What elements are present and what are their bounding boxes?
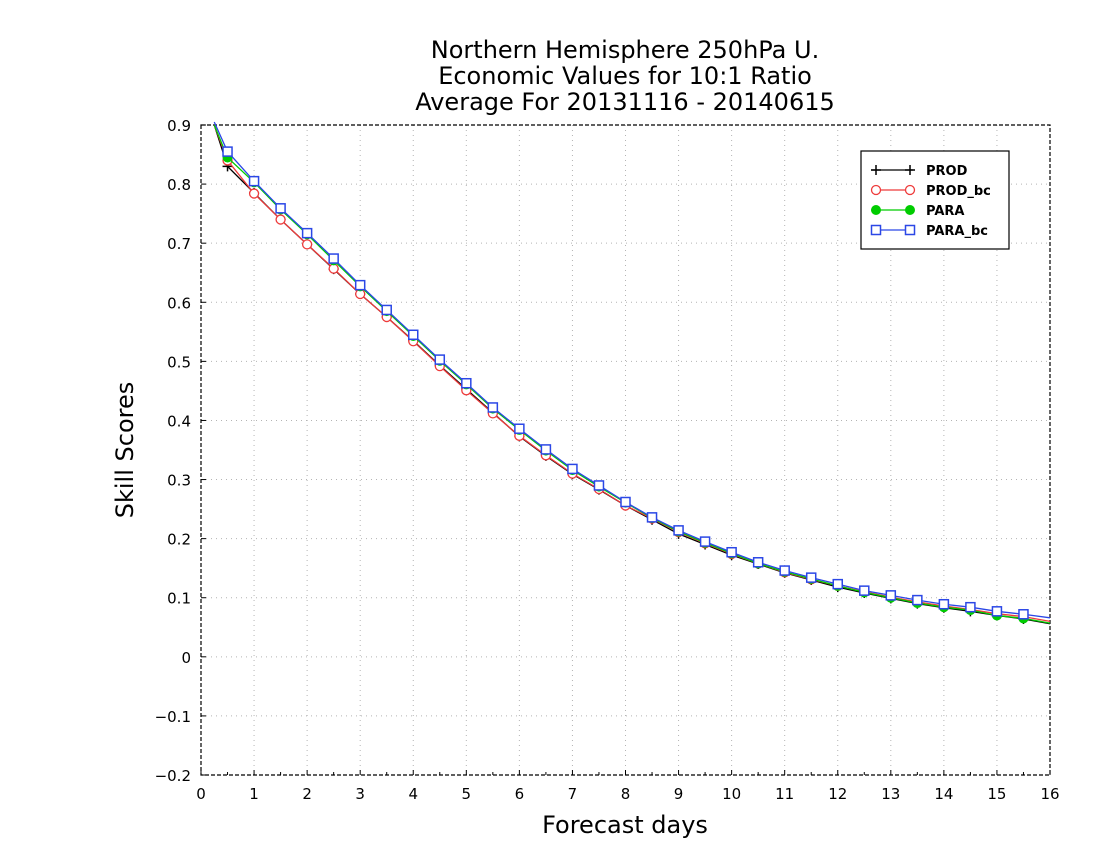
- legend-marker-prod-bc: [904, 184, 916, 196]
- y-tick-label: 0.1: [167, 590, 191, 608]
- x-tick-label: 11: [775, 785, 794, 803]
- data-point-para-bc: [805, 572, 817, 583]
- data-point-para-bc: [699, 536, 711, 547]
- legend-marker-prod-bc: [870, 184, 882, 196]
- data-point-para-bc: [885, 590, 897, 601]
- legend-marker-para-bc: [904, 224, 916, 236]
- data-point-para-bc: [832, 578, 843, 590]
- y-tick-label: 0.6: [167, 294, 191, 312]
- x-tick-label: 8: [621, 785, 631, 803]
- data-point-para-bc: [991, 606, 1003, 617]
- legend-label-para-bc: PARA_bc: [926, 224, 988, 239]
- legend: PROD PROD_bc PARA PARA_bc: [860, 150, 1010, 250]
- data-point-para-bc: [434, 354, 446, 365]
- x-tick-label: 13: [881, 785, 900, 803]
- data-point-para-bc: [381, 304, 392, 316]
- series-lines: [213, 121, 1051, 625]
- data-point-para-bc: [938, 598, 950, 610]
- y-tick-label: 0.2: [167, 531, 191, 549]
- data-point-para-bc: [859, 585, 870, 596]
- legend-box: [860, 150, 1010, 250]
- x-tick-label: 15: [987, 785, 1006, 803]
- axis-ticks: 0 1 2 3 4 5 6 7 8 9 10 11 12 13 14 15 16−0.2−0.100.10.20…: [155, 117, 1060, 803]
- data-point-para-bc: [1018, 609, 1029, 620]
- data-point-para-bc: [354, 279, 366, 291]
- chart-title-line-1: Northern Hemisphere 250hPa U.: [431, 36, 819, 64]
- data-point-para-bc: [646, 512, 658, 523]
- legend-label-prod-bc: PROD_bc: [926, 184, 991, 199]
- y-axis-label: Skill Scores: [111, 382, 139, 519]
- data-point-para-bc: [328, 253, 339, 264]
- data-point-para-bc: [965, 601, 976, 613]
- x-axis-label: Forecast days: [542, 811, 708, 839]
- x-tick-label: 10: [722, 785, 741, 803]
- data-point-para-bc: [540, 444, 552, 455]
- data-point-para-bc: [487, 402, 499, 413]
- chart-title-line-2: Economic Values for 10:1 Ratio: [438, 62, 812, 90]
- data-point-para-bc: [461, 377, 472, 389]
- y-tick-label: 0.8: [167, 176, 191, 194]
- data-point-para-bc: [620, 496, 631, 508]
- x-tick-label: 4: [408, 785, 418, 803]
- data-point-para-bc: [301, 227, 313, 239]
- data-point-para-bc: [408, 329, 419, 341]
- data-point-prod-bc: [275, 214, 286, 225]
- legend-label-para: PARA: [926, 204, 964, 219]
- x-tick-label: 3: [355, 785, 365, 803]
- x-tick-label: 7: [568, 785, 578, 803]
- data-point-para-bc: [567, 463, 578, 475]
- y-tick-label: 0.3: [167, 472, 191, 490]
- data-point-prod-bc: [248, 188, 260, 199]
- series-para-bc: [213, 121, 1051, 620]
- data-point-para-bc: [726, 546, 737, 558]
- legend-marker-para: [871, 205, 881, 215]
- chart-title-line-3: Average For 20131116 - 20140615: [415, 88, 835, 116]
- x-tick-label: 9: [674, 785, 684, 803]
- legend-marker-para-bc: [870, 224, 882, 236]
- x-tick-label: 2: [302, 785, 312, 803]
- y-tick-label: 0.4: [167, 412, 191, 430]
- data-point-para-bc: [248, 175, 260, 187]
- x-tick-label: 1: [249, 785, 259, 803]
- data-point-para-bc: [912, 594, 923, 606]
- y-tick-label: −0.1: [155, 708, 191, 726]
- y-tick-label: 0.5: [167, 353, 191, 371]
- x-tick-label: 0: [196, 785, 206, 803]
- y-tick-label: −0.2: [155, 767, 191, 785]
- data-point-prod-bc: [301, 239, 313, 250]
- x-tick-label: 6: [515, 785, 525, 803]
- legend-marker-para: [905, 205, 915, 215]
- y-tick-label: 0.9: [167, 117, 191, 135]
- x-tick-label: 5: [462, 785, 472, 803]
- data-point-para-bc: [275, 203, 286, 214]
- data-point-para-bc: [593, 480, 605, 491]
- y-tick-label: 0.7: [167, 235, 191, 253]
- x-tick-label: 16: [1040, 785, 1059, 803]
- data-point-prod-bc: [328, 263, 339, 274]
- data-point-para-bc: [222, 146, 233, 157]
- x-tick-label: 14: [934, 785, 953, 803]
- data-point-para-bc: [673, 525, 684, 536]
- data-point-para-bc: [779, 565, 790, 576]
- data-point-para-bc: [514, 423, 525, 434]
- legend-marker-prod: [905, 165, 915, 175]
- y-tick-label: 0: [181, 649, 191, 667]
- legend-label-prod: PROD: [926, 164, 968, 179]
- legend-marker-prod: [871, 165, 881, 175]
- data-point-para-bc: [752, 557, 764, 568]
- grid: [201, 125, 1050, 775]
- x-tick-label: 12: [828, 785, 847, 803]
